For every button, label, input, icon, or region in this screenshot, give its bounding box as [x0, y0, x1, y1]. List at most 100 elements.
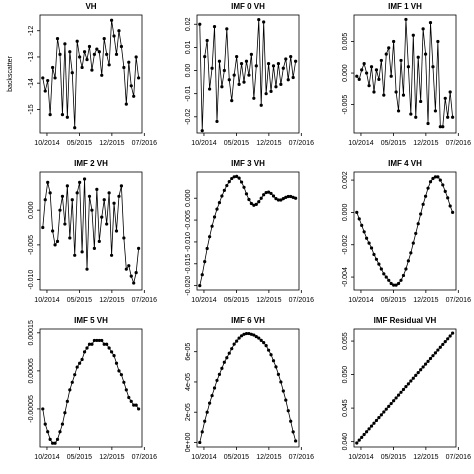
data-point [360, 435, 364, 439]
panel: IMF 2 VH 10/2014 05/2015 12/2015 07/2016 -0.0… [28, 159, 157, 304]
data-point [259, 338, 263, 342]
plot-frame [39, 14, 143, 134]
data-point [392, 399, 396, 403]
data-point [274, 365, 278, 369]
data-point [210, 224, 214, 228]
data-point [85, 267, 89, 271]
data-point [443, 189, 447, 193]
y-tick-label: 0.01 [185, 40, 192, 54]
data-point [416, 55, 420, 59]
data-point [75, 191, 79, 195]
y-tick-label: -15 [28, 104, 35, 114]
panel: IMF 3 VH 10/2014 05/2015 12/2015 07/2016 -0.0… [185, 159, 314, 304]
data-point [68, 50, 72, 54]
data-point [436, 39, 440, 44]
data-point [274, 85, 278, 89]
data-point [212, 24, 217, 29]
data-point [78, 55, 82, 59]
data-point [107, 346, 111, 350]
y-tick-label: -0.010 [185, 232, 192, 252]
plot-frame [196, 14, 300, 134]
data-point [51, 229, 55, 233]
data-point [200, 273, 204, 277]
data-point [416, 222, 420, 226]
data-point [53, 441, 57, 445]
data-point [80, 250, 84, 254]
data-point [217, 372, 222, 376]
y-tick-label: -0.005 [185, 210, 192, 230]
data-point [58, 52, 62, 56]
data-point [384, 407, 388, 411]
data-point [200, 129, 204, 133]
data-point [406, 382, 410, 386]
plot-frame [196, 171, 300, 291]
data-point [257, 18, 261, 22]
data-point [43, 89, 47, 93]
data-point [105, 342, 109, 346]
data-point [65, 115, 69, 119]
data-point [294, 439, 298, 443]
series-line [42, 340, 139, 444]
data-point [269, 89, 273, 93]
data-point [394, 283, 398, 287]
x-tick-label: 05/2015 [224, 297, 249, 304]
data-point [122, 236, 126, 240]
data-point [276, 372, 281, 376]
data-point [254, 334, 258, 339]
data-point [266, 190, 271, 194]
data-point [203, 419, 207, 423]
data-point [392, 39, 396, 44]
data-point [102, 342, 106, 346]
y-tick-label: -14 [28, 78, 35, 88]
data-point [257, 336, 261, 340]
data-point [446, 337, 450, 341]
y-tick-label: 4e-05 [185, 373, 192, 391]
data-point [109, 18, 114, 22]
x-tick-label: 07/2016 [446, 454, 471, 461]
data-point [114, 361, 119, 365]
panel-title: IMF 6 VH [231, 316, 265, 325]
panel: IMF 5 VH 10/2014 05/2015 12/2015 07/2016 -0.0… [28, 316, 157, 461]
data-point [377, 416, 381, 420]
data-point [382, 272, 386, 276]
data-point [357, 77, 361, 81]
data-point [129, 274, 133, 278]
y-tick-label: 0.02 [185, 17, 192, 31]
y-tick-label: 0.050 [342, 366, 349, 384]
data-point [210, 66, 214, 70]
data-point [244, 331, 249, 336]
data-point [46, 180, 50, 185]
data-point [279, 380, 283, 384]
data-point [127, 60, 131, 64]
data-point [220, 194, 224, 198]
data-point [362, 61, 366, 66]
y-tick-label: -0.005 [342, 95, 349, 115]
data-point [377, 262, 381, 266]
panel: IMF Residual VH 10/2014 05/2015 12/2015 07/2… [342, 316, 471, 461]
data-point [41, 407, 45, 411]
data-point [394, 396, 398, 400]
data-point [205, 246, 209, 251]
data-point [421, 365, 425, 369]
data-point [441, 342, 445, 347]
data-point [109, 350, 114, 354]
data-point [443, 340, 447, 344]
data-point [262, 193, 266, 197]
data-point [271, 194, 276, 198]
data-point [279, 82, 283, 87]
data-point [217, 59, 222, 63]
data-point [384, 52, 388, 56]
series-line [42, 178, 140, 285]
x-tick-label: 05/2015 [381, 454, 406, 461]
data-point [291, 195, 295, 199]
data-point [249, 52, 253, 56]
data-point [357, 438, 361, 442]
plot-frame [353, 328, 457, 448]
data-point [244, 59, 249, 63]
data-point [87, 44, 92, 49]
data-point [237, 176, 241, 180]
plot-frame [39, 171, 143, 291]
panel-title: IMF 3 VH [231, 159, 265, 168]
data-point [127, 264, 131, 268]
